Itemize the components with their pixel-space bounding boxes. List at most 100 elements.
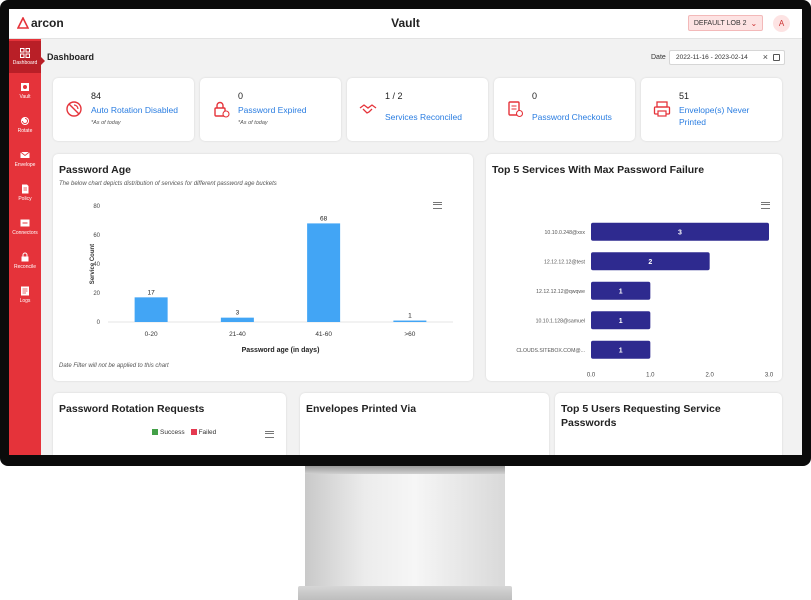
avatar[interactable]: A (773, 15, 790, 32)
sidebar-item-label: Reconcile (14, 264, 36, 270)
panel-title: Password Age (59, 164, 131, 176)
y-tick-label: 10.10.0.248@xxx (545, 230, 586, 236)
arcon-logo[interactable]: arcon (17, 16, 64, 30)
bar (307, 223, 341, 322)
sidebar-item-dashboard[interactable]: Dashboard (9, 41, 41, 73)
menu-icon[interactable] (433, 202, 442, 209)
top-services-panel: Top 5 Services With Max Password Failure… (486, 154, 782, 381)
chart-legend: Success Failed (152, 429, 216, 436)
data-label: 1 (619, 288, 623, 295)
x-tick-label: 41-60 (315, 331, 332, 338)
sidebar-item-label: Envelope (14, 162, 36, 168)
envelope-icon (20, 151, 30, 158)
sidebar: Dashboard Vault Rotate Envelope Policy (9, 39, 41, 455)
x-tick-label: 0-20 (145, 331, 158, 338)
rotate-icon (21, 117, 29, 125)
stat-title[interactable]: Password Checkouts (532, 112, 612, 122)
data-label: 2 (648, 259, 652, 266)
sidebar-item-label: Connectors (12, 230, 38, 236)
sidebar-item-label: Policy (18, 196, 32, 202)
sidebar-item-rotate[interactable]: Rotate (9, 109, 41, 141)
stat-value: 1 / 2 (385, 91, 403, 101)
stat-value: 0 (238, 91, 244, 101)
stat-card-password-checkouts[interactable]: 0 Password Checkouts (494, 78, 635, 141)
password-rotation-panel: Password Rotation Requests Success Faile… (53, 393, 286, 455)
stat-card-password-expired[interactable]: 0 Password Expired *As of today (200, 78, 341, 141)
grid-icon (20, 48, 30, 58)
bar (591, 340, 651, 359)
stat-title[interactable]: Password Expired (238, 105, 307, 115)
y-tick-label: 60 (93, 233, 100, 239)
date-range-value: 2022-11-16 - 2023-02-14 (676, 54, 748, 61)
sidebar-item-label: Dashboard (12, 60, 38, 66)
stat-value: 51 (679, 91, 690, 101)
legend-failed[interactable]: Failed (190, 429, 216, 436)
top-services-chart: 10.10.0.248@xxx 3 12.12.12.12@test 2 12.12.1… (516, 222, 774, 379)
stat-card-services-reconciled[interactable]: 1 / 2 Services Reconciled (347, 78, 488, 141)
bar (591, 311, 651, 330)
data-label: 3 (236, 310, 240, 317)
stat-title[interactable]: Services Reconciled (385, 112, 463, 122)
y-tick-label: 12.12.12.12@qwqwe (536, 289, 585, 295)
date-range-input[interactable]: 2022-11-16 - 2023-02-14 × (669, 50, 785, 65)
sidebar-item-logs[interactable]: Logs (9, 279, 41, 311)
bar (134, 297, 168, 322)
vault-icon (21, 83, 29, 91)
stat-note: *As of today (238, 120, 268, 126)
data-label: 1 (619, 347, 623, 354)
sidebar-item-policy[interactable]: Policy (9, 177, 41, 209)
chevron-down-icon: ⌄ (750, 18, 758, 28)
x-tick-label: 0.0 (587, 373, 596, 379)
stat-card-envelopes-never-printed[interactable]: 51 Envelope(s) Never Printed (641, 78, 782, 141)
y-tick-label: 80 (93, 204, 100, 210)
printer-icon (653, 101, 671, 117)
panel-title: Envelopes Printed Via (306, 403, 417, 415)
stat-value: 0 (532, 91, 538, 101)
policy-icon (22, 184, 29, 194)
y-tick-label: 40 (93, 262, 100, 268)
lock-icon (21, 252, 29, 262)
expired-lock-icon (214, 101, 230, 118)
data-label: 68 (320, 215, 328, 222)
y-tick-label: 10.10.1.128@samuel (536, 318, 585, 324)
x-tick-label: >60 (404, 331, 415, 338)
checkout-icon (508, 101, 524, 118)
top-users-panel: Top 5 Users Requesting Service Passwords (555, 393, 782, 455)
password-age-chart: 0 20 40 60 80 Service Count 17 0-20 3 21-40 68 41-6… (90, 204, 453, 354)
stat-title[interactable]: Auto Rotation Disabled (91, 105, 178, 115)
legend-success[interactable]: Success (152, 429, 185, 436)
bar (591, 222, 769, 241)
monitor-stand (305, 466, 505, 588)
lob-select[interactable]: DEFAULT LOB 2 ⌄ (688, 15, 763, 31)
handshake-icon (359, 104, 377, 114)
screen: arcon Vault DEFAULT LOB 2 ⌄ A Dashboard … (9, 9, 802, 455)
menu-icon[interactable] (265, 431, 274, 438)
lob-select-value: DEFAULT LOB 2 (693, 19, 747, 27)
clear-icon[interactable]: × (762, 52, 768, 62)
bar (591, 281, 651, 300)
menu-icon[interactable] (761, 202, 770, 209)
date-filter-label: Date (651, 54, 666, 61)
app-title: Vault (391, 16, 420, 30)
sidebar-item-reconcile[interactable]: Reconcile (9, 245, 41, 277)
sidebar-item-envelope[interactable]: Envelope (9, 143, 41, 175)
sidebar-item-label: Logs (19, 298, 31, 304)
topbar: arcon Vault DEFAULT LOB 2 ⌄ A (9, 9, 802, 39)
sidebar-item-vault[interactable]: Vault (9, 75, 41, 107)
x-axis-title: Password age (in days) (242, 347, 320, 354)
bar (220, 317, 254, 322)
x-tick-label: 1.0 (646, 373, 655, 379)
stat-note: *As of today (91, 120, 121, 126)
y-tick-label: CLOUDS.SITEBOX.COM@... (516, 348, 585, 354)
stat-card-auto-rotation[interactable]: 84 Auto Rotation Disabled *As of today (53, 78, 194, 141)
sidebar-item-connectors[interactable]: Connectors (9, 211, 41, 243)
envelopes-printed-panel: Envelopes Printed Via (300, 393, 549, 455)
stat-value: 84 (91, 91, 102, 101)
stat-title[interactable]: Envelope(s) Never Printed (679, 105, 750, 127)
panel-title: Password Rotation Requests (59, 403, 205, 415)
sidebar-item-label: Vault (19, 94, 31, 100)
calendar-icon[interactable] (773, 54, 780, 61)
panel-subtitle: The below chart depicts distribution of … (59, 181, 277, 187)
no-rotation-icon (66, 101, 82, 117)
